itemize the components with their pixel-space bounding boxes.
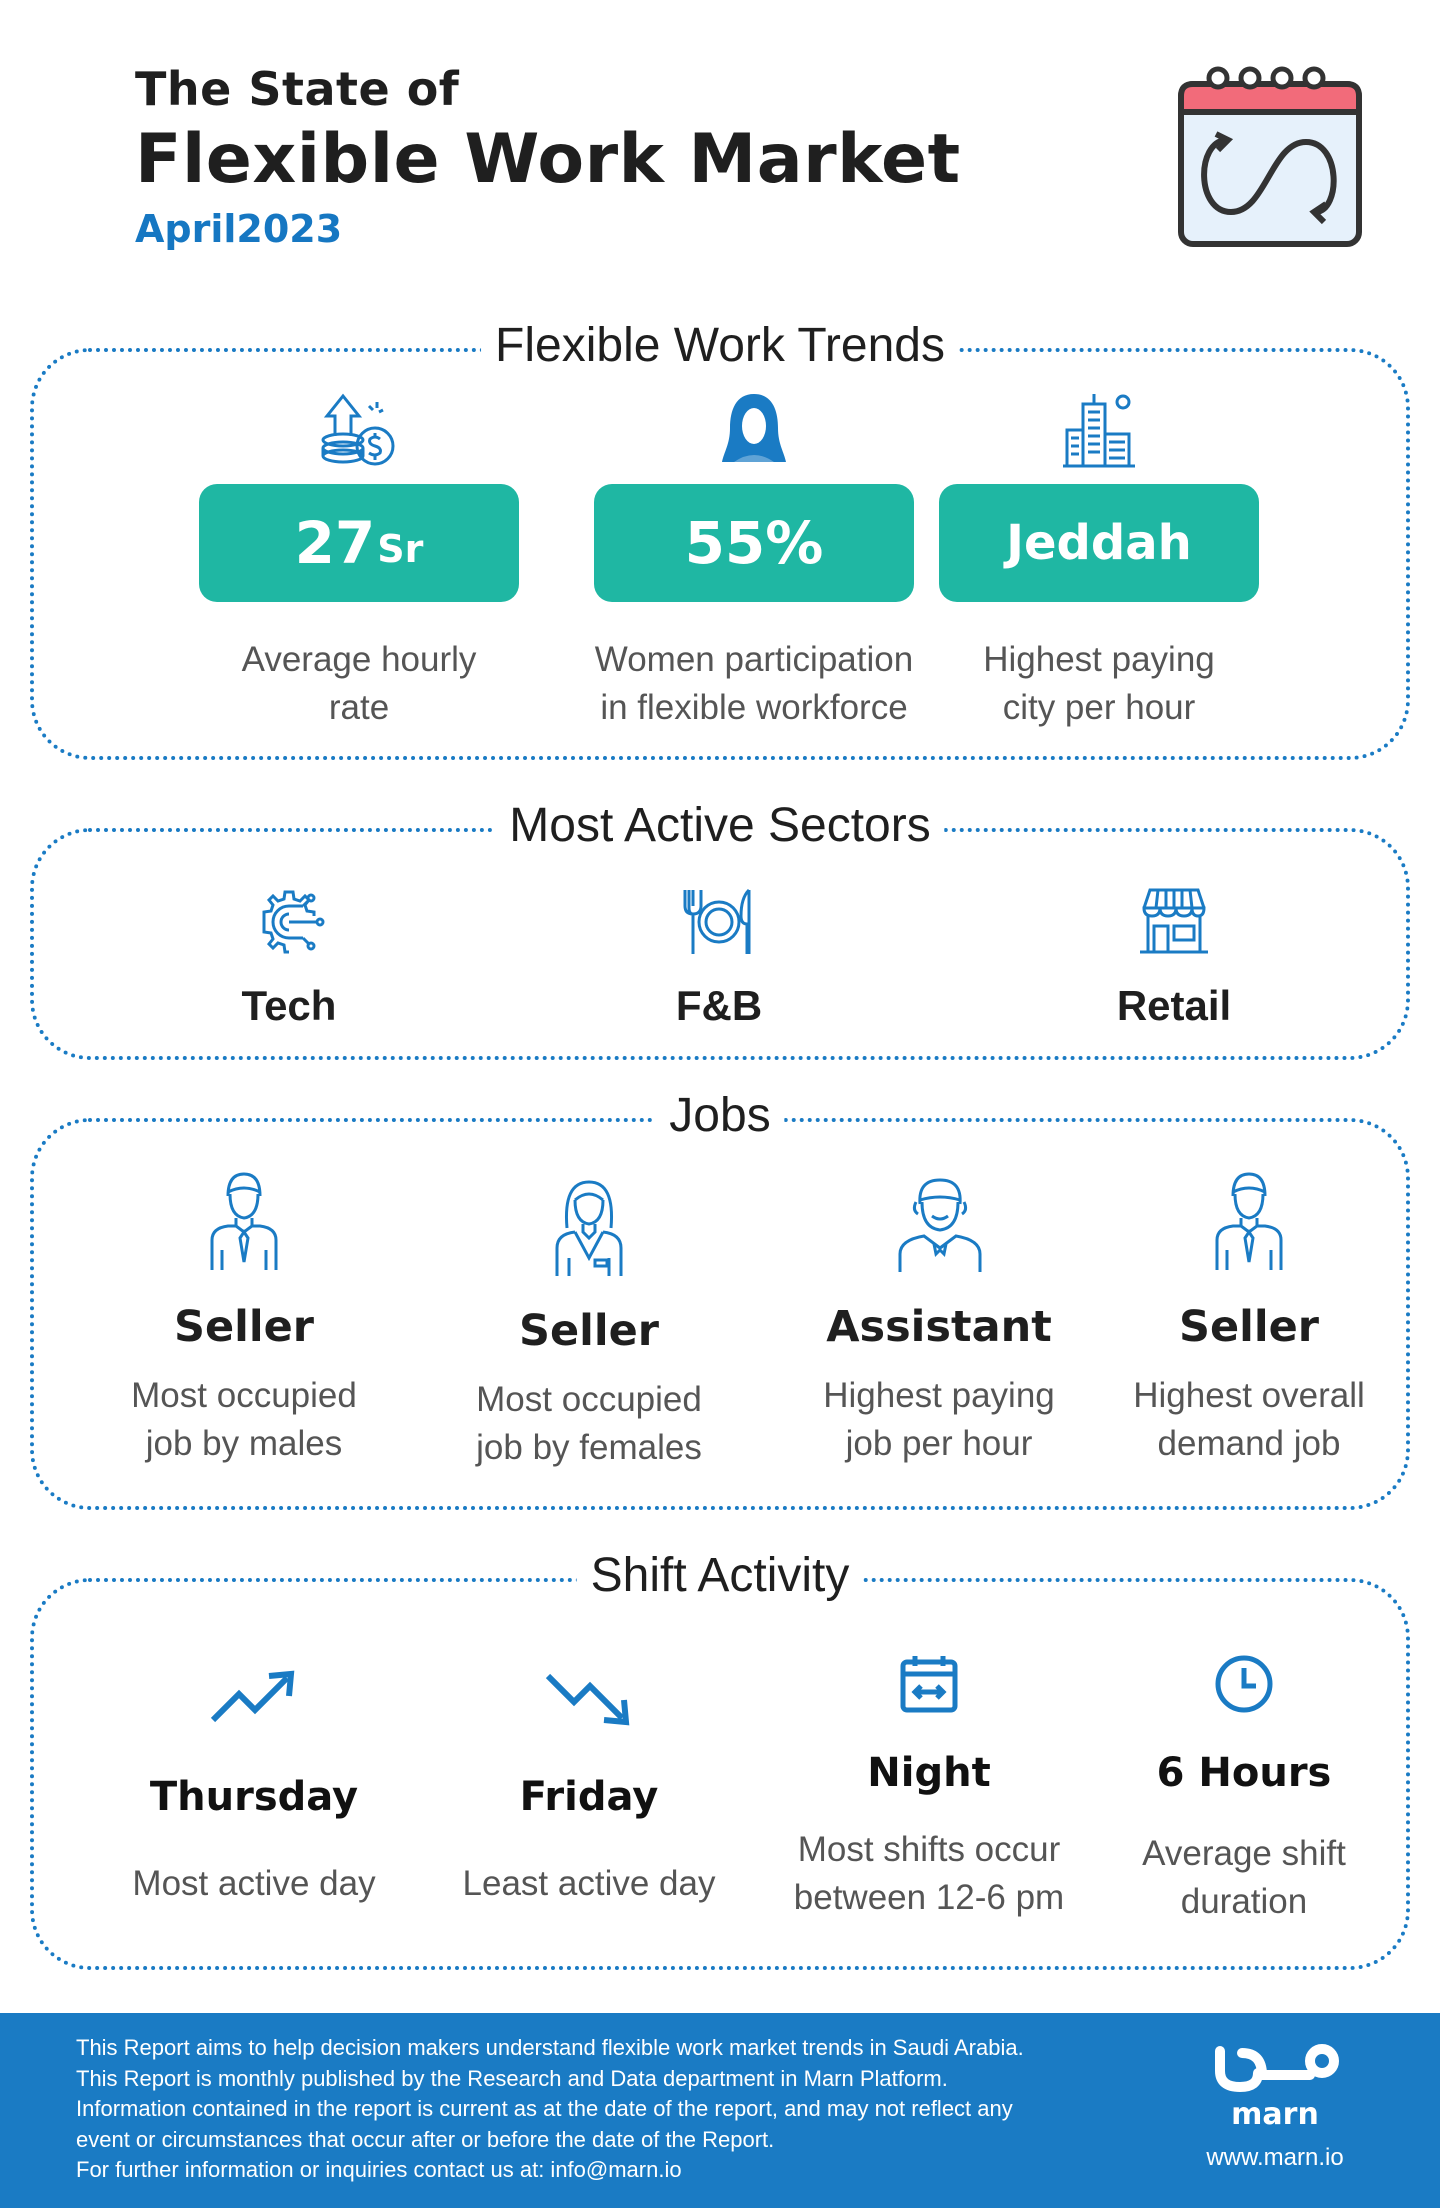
report-title: Flexible Work Market xyxy=(135,120,961,199)
highest-city-badge: Jeddah xyxy=(939,484,1259,602)
job-assistant-desc: Highest paying job per hour xyxy=(769,1372,1109,1468)
shift-duration-title: 6 Hours xyxy=(1094,1750,1394,1796)
sector-retail: Retail xyxy=(1029,884,1319,1030)
trend-hourly-rate: 27 Sr Average hourly rate xyxy=(194,390,524,732)
highest-city-desc: Highest paying city per hour xyxy=(934,636,1264,732)
hourly-rate-badge: 27 Sr xyxy=(199,484,519,602)
night-desc-line2: between 12-6 pm xyxy=(759,1874,1099,1922)
sectors-title: Most Active Sectors xyxy=(495,798,944,853)
shift-night: Night Most shifts occur between 12-6 pm xyxy=(759,1652,1099,1922)
shift-duration: 6 Hours Average shift duration xyxy=(1094,1652,1394,1926)
duration-desc-line1: Average shift xyxy=(1094,1830,1394,1878)
job1-desc-line2: job by males xyxy=(94,1420,394,1468)
money-growth-icon xyxy=(319,390,399,470)
city-buildings-icon xyxy=(1059,390,1139,470)
women-participation-desc: Women participation in flexible workforc… xyxy=(564,636,944,732)
job4-desc-line2: demand job xyxy=(1084,1420,1414,1468)
footer-line-4: event or circumstances that occur after … xyxy=(76,2125,1024,2156)
marn-logo[interactable]: marn www.marn.io xyxy=(1190,2041,1360,2172)
trend-highest-city: Jeddah Highest paying city per hour xyxy=(934,390,1264,732)
women-participation-value: 55% xyxy=(685,509,824,577)
night-desc-line1: Most shifts occur xyxy=(759,1826,1099,1874)
job-male-seller-desc: Most occupied job by males xyxy=(94,1372,394,1468)
footer: This Report aims to help decision makers… xyxy=(0,2013,1440,2208)
hourly-rate-unit: Sr xyxy=(377,527,423,571)
clock-icon xyxy=(1212,1652,1276,1716)
trends-title: Flexible Work Trends xyxy=(481,318,959,373)
shift-night-desc: Most shifts occur between 12-6 pm xyxy=(759,1826,1099,1922)
job4-desc-line1: Highest overall xyxy=(1084,1372,1414,1420)
footer-line-1: This Report aims to help decision makers… xyxy=(76,2033,1024,2064)
trend-up-icon xyxy=(209,1668,299,1728)
job2-desc-line1: Most occupied xyxy=(424,1376,754,1424)
footer-line-5[interactable]: For further information or inquiries con… xyxy=(76,2155,1024,2186)
job-male-seller-title: Seller xyxy=(94,1302,394,1352)
job3-desc-line1: Highest paying xyxy=(769,1372,1109,1420)
job-demand-seller-desc: Highest overall demand job xyxy=(1084,1372,1414,1468)
job-demand-seller: Seller Highest overall demand job xyxy=(1084,1170,1414,1468)
hourly-rate-desc-line2: rate xyxy=(194,684,524,732)
shift-friday-desc: Least active day xyxy=(424,1860,754,1908)
sector-tech: Tech xyxy=(144,884,434,1030)
job3-desc-line2: job per hour xyxy=(769,1420,1109,1468)
shift-thursday-title: Thursday xyxy=(104,1774,404,1820)
job-demand-seller-title: Seller xyxy=(1084,1302,1414,1352)
report-pretitle: The State of xyxy=(135,62,961,116)
shift-thursday-desc: Most active day xyxy=(104,1860,404,1908)
job-male-seller: Seller Most occupied job by males xyxy=(94,1170,394,1468)
job-female-seller-desc: Most occupied job by females xyxy=(424,1376,754,1472)
women-desc-line2: in flexible workforce xyxy=(564,684,944,732)
job1-desc-line1: Most occupied xyxy=(94,1372,394,1420)
shifts-title: Shift Activity xyxy=(577,1548,864,1603)
footer-line-2: This Report is monthly published by the … xyxy=(76,2064,1024,2095)
hourly-rate-desc: Average hourly rate xyxy=(194,636,524,732)
shift-friday-title: Friday xyxy=(424,1774,754,1820)
hijab-woman-icon xyxy=(714,390,794,470)
shift-duration-desc: Average shift duration xyxy=(1094,1830,1394,1926)
footer-line-3: Information contained in the report is c… xyxy=(76,2094,1024,2125)
city-desc-line2: city per hour xyxy=(934,684,1264,732)
shift-thursday: Thursday Most active day xyxy=(104,1668,404,1908)
shift-night-title: Night xyxy=(759,1750,1099,1796)
marn-arabic-logo-icon xyxy=(1210,2041,1340,2095)
store-icon xyxy=(1136,884,1212,960)
sector-fnb-label: F&B xyxy=(574,982,864,1030)
job-assistant: Assistant Highest paying job per hour xyxy=(769,1174,1109,1468)
job-female-seller-title: Seller xyxy=(424,1306,754,1356)
job-assistant-title: Assistant xyxy=(769,1302,1109,1352)
hourly-rate-desc-line1: Average hourly xyxy=(194,636,524,684)
hourly-rate-value: 27 xyxy=(295,509,376,577)
tech-gear-icon xyxy=(251,884,327,960)
assistant-icon xyxy=(894,1174,984,1274)
sectors-section: Most Active Sectors Tech F&B xyxy=(30,828,1410,1060)
shifts-section: Shift Activity Thursday Most active day … xyxy=(30,1578,1410,1970)
sector-tech-label: Tech xyxy=(144,982,434,1030)
city-desc-line1: Highest paying xyxy=(934,636,1264,684)
job-female-seller: Seller Most occupied job by females xyxy=(424,1178,754,1472)
calendar-range-icon xyxy=(897,1652,961,1716)
footer-url[interactable]: www.marn.io xyxy=(1190,2144,1360,2172)
trend-women-participation: 55% Women participation in flexible work… xyxy=(564,390,944,732)
trend-down-icon xyxy=(544,1668,634,1728)
plate-cutlery-icon xyxy=(681,884,757,960)
female-worker-icon xyxy=(549,1178,629,1278)
sector-retail-label: Retail xyxy=(1029,982,1319,1030)
trends-section: Flexible Work Trends 27 Sr Average hourly… xyxy=(30,348,1410,760)
report-date: April2023 xyxy=(135,207,961,251)
jobs-section: Jobs Seller Most occupied job by males xyxy=(30,1118,1410,1510)
male-worker-icon xyxy=(204,1170,284,1274)
male-worker-icon xyxy=(1209,1170,1289,1274)
report-header: The State of Flexible Work Market April2… xyxy=(135,62,961,251)
women-desc-line1: Women participation xyxy=(564,636,944,684)
highest-city-value: Jeddah xyxy=(1006,515,1192,571)
logo-word: marn xyxy=(1190,2097,1360,2132)
flexible-calendar-icon xyxy=(1176,62,1366,252)
sector-fnb: F&B xyxy=(574,884,864,1030)
women-participation-badge: 55% xyxy=(594,484,914,602)
duration-desc-line2: duration xyxy=(1094,1878,1394,1926)
job2-desc-line2: job by females xyxy=(424,1424,754,1472)
footer-disclaimer: This Report aims to help decision makers… xyxy=(76,2033,1024,2186)
shift-friday: Friday Least active day xyxy=(424,1668,754,1908)
jobs-title: Jobs xyxy=(655,1088,784,1143)
